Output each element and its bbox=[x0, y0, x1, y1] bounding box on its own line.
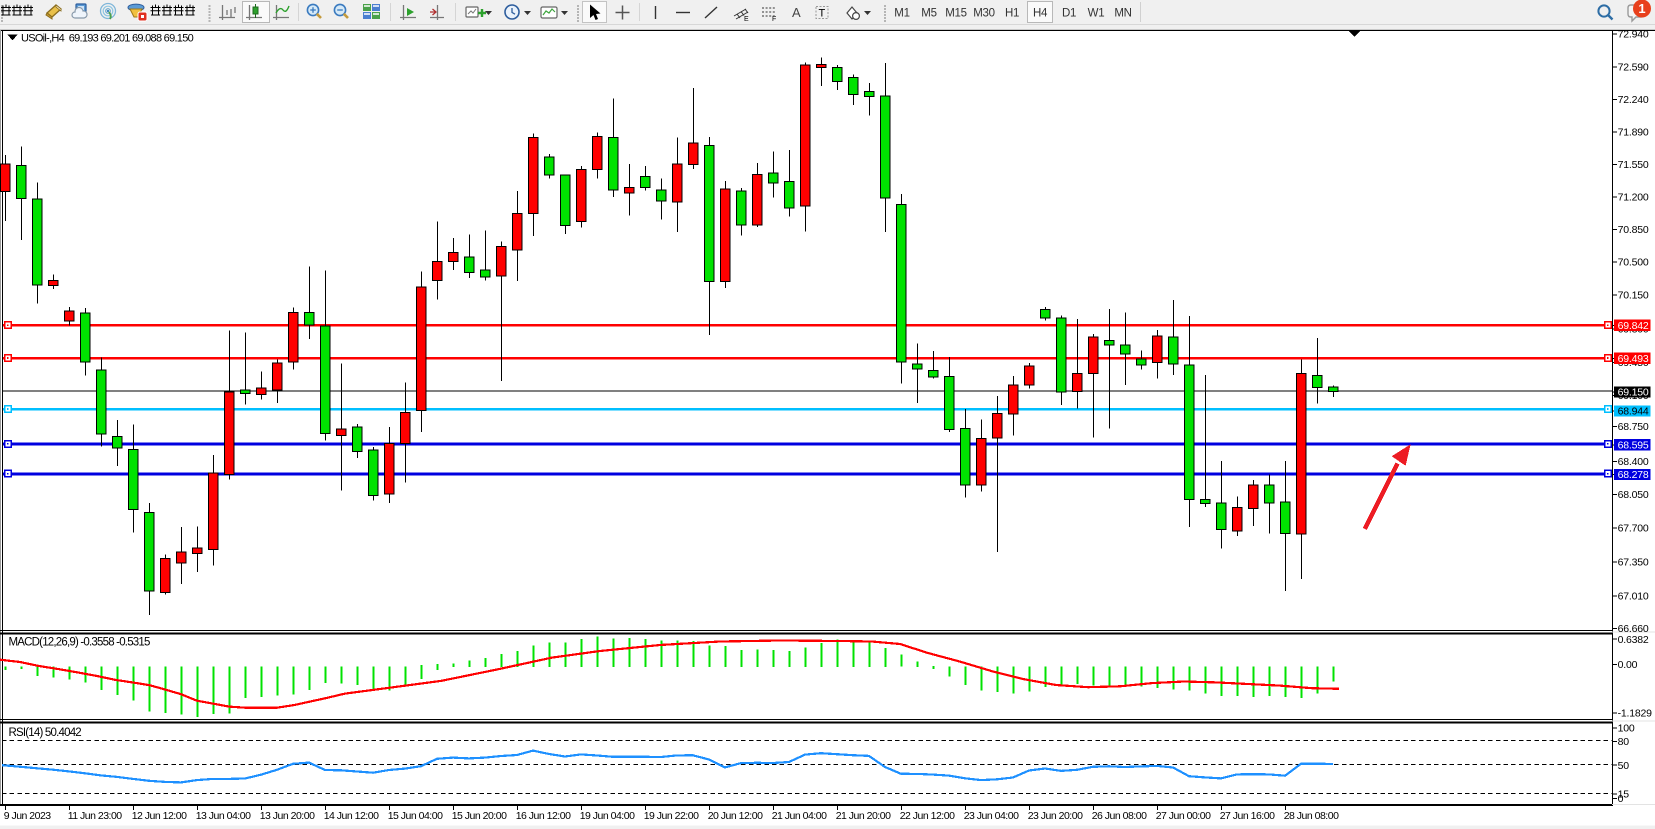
svg-text:68.944: 68.944 bbox=[1618, 406, 1649, 418]
svg-text:70.500: 70.500 bbox=[1618, 257, 1649, 269]
svg-text:W1: W1 bbox=[1088, 8, 1105, 20]
svg-text:72.240: 72.240 bbox=[1618, 94, 1649, 106]
svg-text:13 Jun 20:00: 13 Jun 20:00 bbox=[260, 810, 315, 822]
svg-text:9 Jun 2023: 9 Jun 2023 bbox=[4, 810, 52, 822]
svg-text:27 Jun 16:00: 27 Jun 16:00 bbox=[1220, 810, 1275, 822]
svg-text:M5: M5 bbox=[921, 8, 936, 20]
svg-text:68.595: 68.595 bbox=[1618, 440, 1649, 452]
svg-text:MN: MN bbox=[1114, 8, 1131, 20]
svg-text:M30: M30 bbox=[973, 8, 994, 20]
svg-text:71.550: 71.550 bbox=[1618, 159, 1649, 171]
svg-text:1: 1 bbox=[1638, 1, 1645, 16]
svg-text:M15: M15 bbox=[945, 8, 966, 20]
svg-text:16 Jun 12:00: 16 Jun 12:00 bbox=[516, 810, 571, 822]
svg-text:0: 0 bbox=[1618, 793, 1624, 805]
svg-text:15: 15 bbox=[1618, 788, 1630, 800]
svg-text:67.700: 67.700 bbox=[1618, 523, 1649, 535]
svg-text:80: 80 bbox=[1618, 736, 1630, 748]
svg-text:15 Jun 20:00: 15 Jun 20:00 bbox=[452, 810, 507, 822]
svg-text:71.200: 71.200 bbox=[1618, 192, 1649, 204]
svg-text:69.150: 69.150 bbox=[1618, 387, 1649, 399]
svg-text:20 Jun 12:00: 20 Jun 12:00 bbox=[708, 810, 763, 822]
svg-text:15 Jun 04:00: 15 Jun 04:00 bbox=[388, 810, 443, 822]
svg-text:72.590: 72.590 bbox=[1618, 62, 1649, 74]
svg-text:26 Jun 08:00: 26 Jun 08:00 bbox=[1092, 810, 1147, 822]
svg-text:F: F bbox=[772, 16, 776, 23]
svg-text:E: E bbox=[744, 16, 749, 23]
svg-text:A: A bbox=[792, 5, 801, 20]
svg-text:H1: H1 bbox=[1005, 8, 1019, 20]
svg-text:11 Jun 23:00: 11 Jun 23:00 bbox=[68, 810, 123, 822]
svg-text:71.890: 71.890 bbox=[1618, 127, 1649, 139]
svg-text:12 Jun 12:00: 12 Jun 12:00 bbox=[132, 810, 187, 822]
svg-text:66.660: 66.660 bbox=[1618, 623, 1649, 635]
svg-text:D1: D1 bbox=[1062, 8, 1076, 20]
svg-text:22 Jun 12:00: 22 Jun 12:00 bbox=[900, 810, 955, 822]
svg-text:68.278: 68.278 bbox=[1618, 469, 1649, 481]
svg-text:23 Jun 20:00: 23 Jun 20:00 bbox=[1028, 810, 1083, 822]
svg-text:70.850: 70.850 bbox=[1618, 224, 1649, 236]
svg-text:68.750: 68.750 bbox=[1618, 421, 1649, 433]
svg-text:0.00: 0.00 bbox=[1618, 659, 1638, 671]
svg-text:27 Jun 00:00: 27 Jun 00:00 bbox=[1156, 810, 1211, 822]
svg-text:M1: M1 bbox=[894, 8, 909, 20]
svg-text:19 Jun 04:00: 19 Jun 04:00 bbox=[580, 810, 635, 822]
svg-text:14 Jun 12:00: 14 Jun 12:00 bbox=[324, 810, 379, 822]
svg-text:69.493: 69.493 bbox=[1618, 353, 1649, 365]
svg-text:28 Jun 08:00: 28 Jun 08:00 bbox=[1284, 810, 1339, 822]
svg-text:21 Jun 04:00: 21 Jun 04:00 bbox=[772, 810, 827, 822]
svg-text:21 Jun 20:00: 21 Jun 20:00 bbox=[836, 810, 891, 822]
svg-text:23 Jun 04:00: 23 Jun 04:00 bbox=[964, 810, 1019, 822]
svg-text:70.150: 70.150 bbox=[1618, 289, 1649, 301]
svg-text:67.010: 67.010 bbox=[1618, 591, 1649, 603]
svg-text:T: T bbox=[819, 8, 826, 20]
svg-text:13 Jun 04:00: 13 Jun 04:00 bbox=[196, 810, 251, 822]
svg-text:68.400: 68.400 bbox=[1618, 456, 1649, 468]
svg-text:67.350: 67.350 bbox=[1618, 557, 1649, 569]
svg-text:USOil-,H4 69.193 69.201 69.08: USOil-,H4 69.193 69.201 69.088 69.150 bbox=[21, 33, 194, 45]
svg-text:0.6382: 0.6382 bbox=[1618, 634, 1649, 646]
svg-text:50: 50 bbox=[1618, 760, 1630, 772]
svg-text:69.842: 69.842 bbox=[1618, 320, 1649, 332]
svg-text:H4: H4 bbox=[1033, 8, 1048, 20]
svg-text:100: 100 bbox=[1618, 723, 1635, 735]
svg-text:68.050: 68.050 bbox=[1618, 489, 1649, 501]
svg-text:19 Jun 22:00: 19 Jun 22:00 bbox=[644, 810, 699, 822]
svg-text:MACD(12,26,9) -0.3558 -0.5315: MACD(12,26,9) -0.3558 -0.5315 bbox=[9, 637, 150, 649]
svg-text:-1.1829: -1.1829 bbox=[1618, 707, 1653, 719]
svg-text:72.940: 72.940 bbox=[1618, 29, 1649, 41]
svg-text:RSI(14) 50.4042: RSI(14) 50.4042 bbox=[9, 727, 82, 739]
